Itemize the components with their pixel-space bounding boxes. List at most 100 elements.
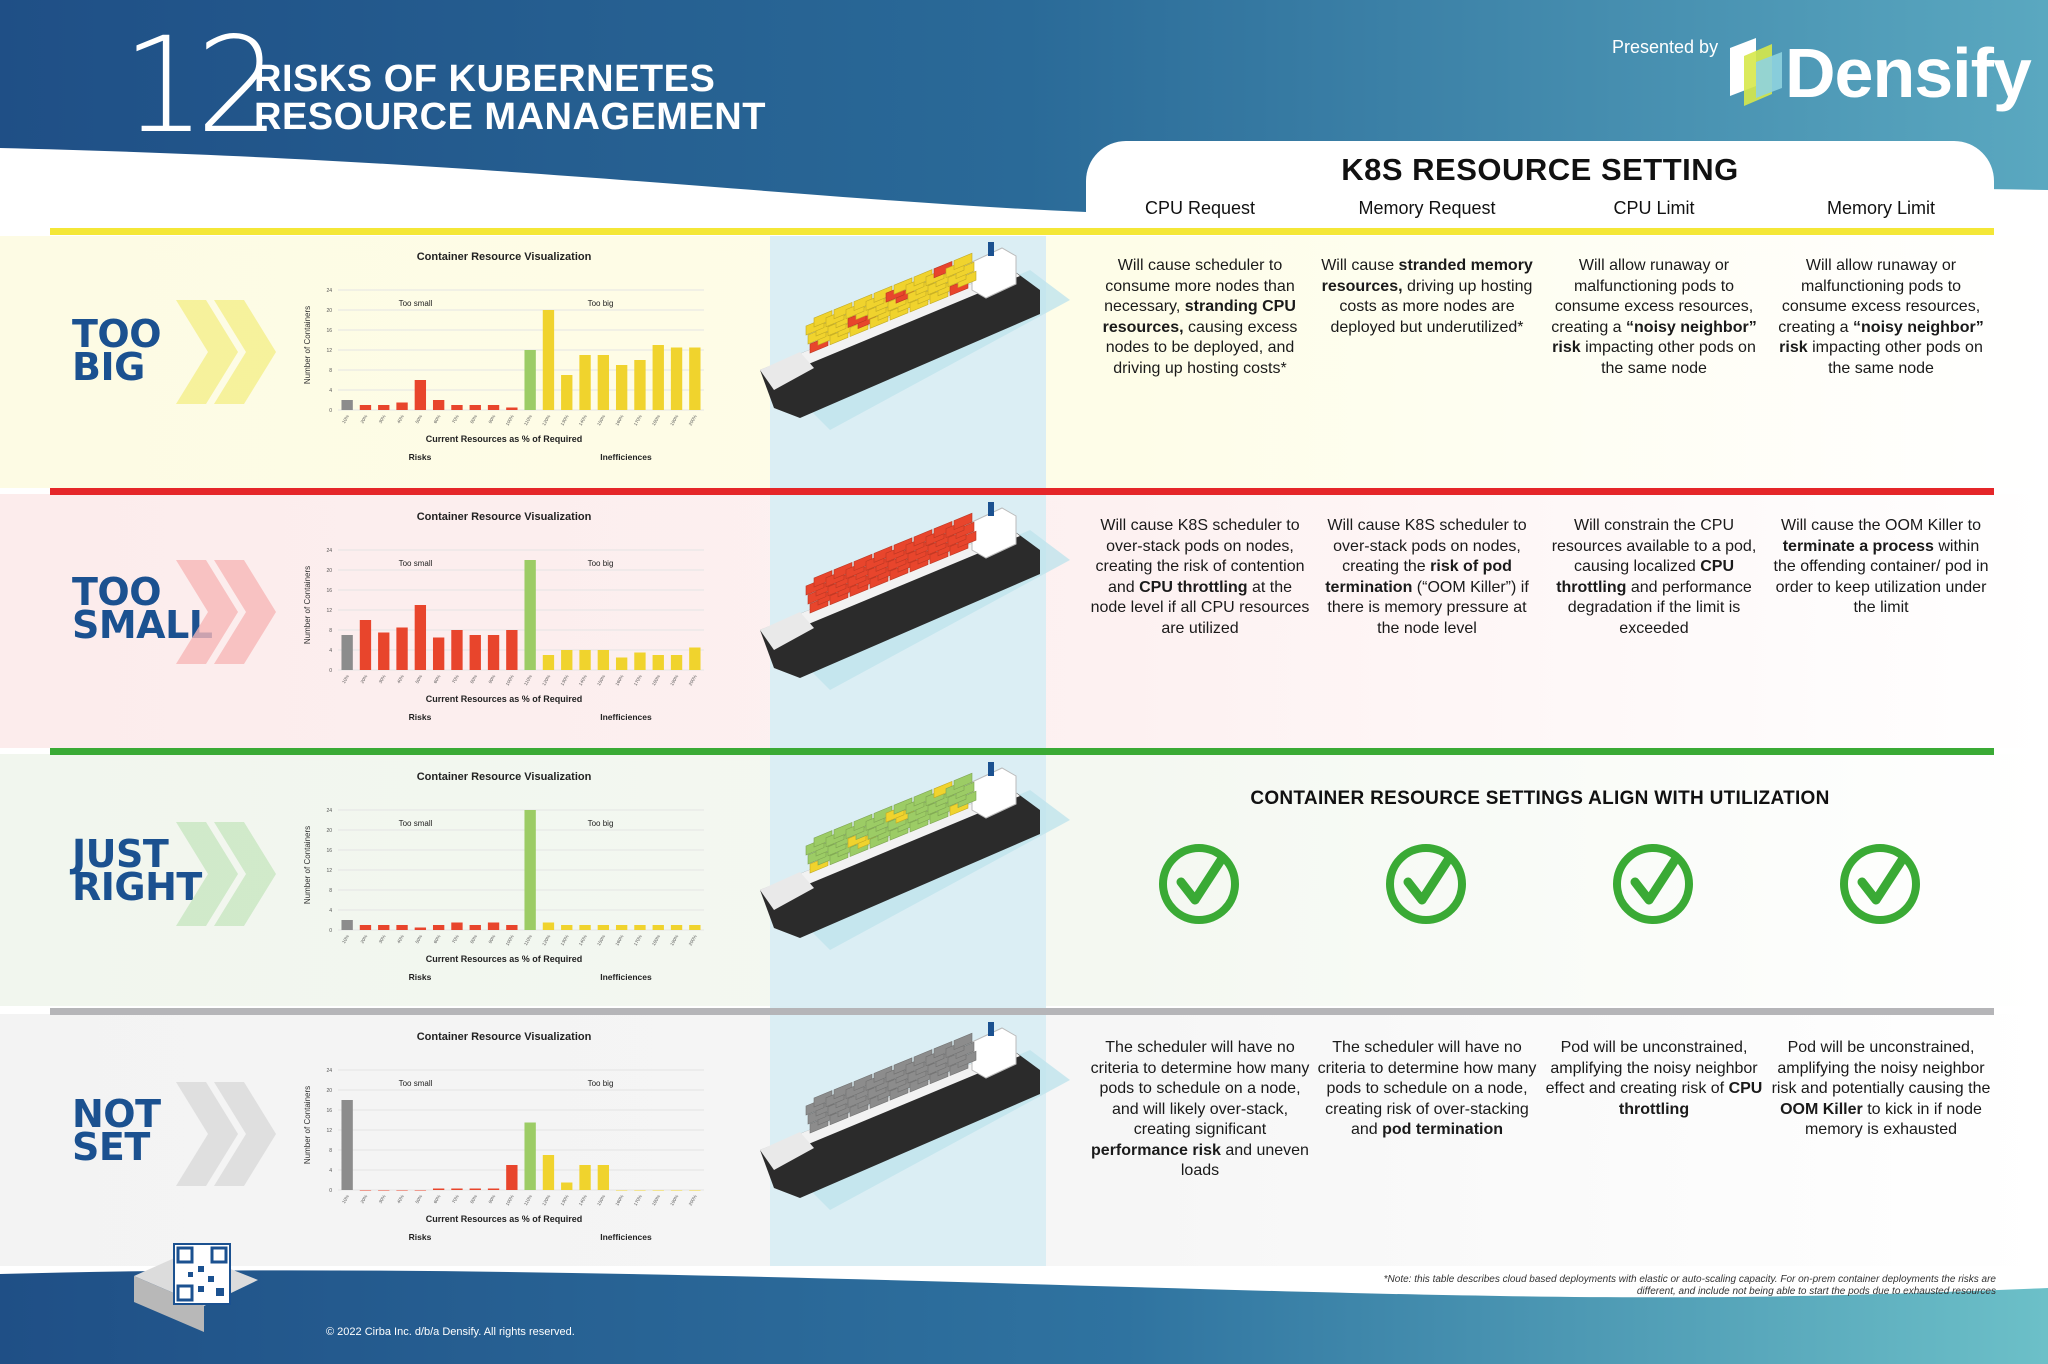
cell-too-small-cpu-limit: Will constrain the CPU resources availab… (1551, 517, 1757, 637)
chart-bar (634, 652, 646, 670)
column-header-cpu-limit: CPU Limit (1613, 198, 1695, 218)
chart-bar (542, 310, 555, 410)
chart-bar (469, 405, 481, 410)
chart-bar (432, 925, 445, 930)
chart-bar (579, 925, 591, 930)
ship-hull (760, 1048, 1040, 1198)
x-tick-label: 200% (688, 1194, 698, 1206)
column-header-memory-limit: Memory Limit (1826, 198, 1935, 218)
container-chart-not-set: Container Resource Visualization 0 4 8 12 16 2… (303, 1031, 704, 1242)
chart-bar (378, 405, 390, 410)
ship-bow (760, 872, 814, 910)
x-tick-label: 80% (469, 674, 478, 684)
chart-bar (615, 925, 628, 930)
ship-hull (760, 268, 1040, 418)
x-tick-label: 200% (688, 674, 698, 686)
x-tick-label: 110% (523, 674, 533, 686)
inefficiencies-label: Inefficiences (600, 712, 652, 722)
row-divider-not-set (50, 1008, 1994, 1015)
x-tick-label: 130% (560, 674, 570, 686)
chart-bar (597, 1165, 610, 1190)
inefficiencies-label: Inefficiences (600, 1232, 652, 1242)
x-tick-label: 110% (523, 414, 533, 426)
footnote-text: *Note: this table describes cloud based … (1383, 1274, 1996, 1297)
chart-bar (634, 925, 646, 930)
y-axis-label: Number of Containers (303, 306, 312, 384)
qr-code-icon[interactable] (128, 1236, 268, 1336)
x-tick-label: 180% (651, 934, 661, 946)
y-tick-label: 16 (326, 588, 332, 594)
ship-container (957, 790, 977, 809)
ship-deck-edge (760, 788, 1020, 900)
chart-bar (432, 1188, 445, 1190)
y-axis-label: Number of Containers (303, 1086, 312, 1164)
chart-bar (414, 605, 427, 670)
chart-bar (359, 405, 372, 410)
chart-bar (506, 1165, 518, 1190)
chart-bar (341, 920, 353, 930)
chevron-right-icon (176, 560, 276, 664)
chart-bar (451, 1188, 463, 1190)
x-tick-label: 180% (651, 414, 661, 426)
chart-bar (561, 925, 573, 930)
x-tick-label: 120% (541, 1194, 551, 1206)
x-axis-label: Current Resources as % of Required (426, 694, 583, 704)
x-tick-label: 60% (433, 674, 442, 684)
container-chart-just-right: Container Resource Visualization 0 4 8 12 16 2… (303, 771, 704, 982)
chart-bar (689, 1190, 701, 1191)
x-tick-label: 140% (578, 674, 588, 686)
y-tick-label: 0 (329, 408, 332, 414)
chart-bar (542, 922, 555, 930)
y-tick-label: 8 (329, 1148, 332, 1154)
chart-bar (579, 355, 591, 410)
too-small-annotation: Too small (399, 559, 433, 568)
chart-bar (670, 655, 683, 670)
chart-bar (341, 400, 353, 410)
chart-bar (652, 925, 664, 930)
chevron-right-icon (176, 822, 276, 926)
checkmark-circle-icon (1613, 844, 1693, 924)
row-divider-too-small (50, 488, 1994, 495)
chart-bar (451, 405, 463, 410)
y-tick-label: 4 (329, 1168, 332, 1174)
x-tick-label: 10% (341, 1194, 350, 1204)
cell-too-big-cpu-request: Will cause scheduler to consume more nod… (1102, 257, 1298, 377)
chart-bar (359, 1190, 372, 1191)
chart-bar (378, 632, 390, 670)
x-tick-label: 30% (378, 674, 387, 684)
y-tick-label: 24 (326, 548, 332, 554)
x-axis-label: Current Resources as % of Required (426, 434, 583, 444)
ship-container (955, 1041, 975, 1060)
too-big-annotation: Too big (588, 1079, 614, 1088)
x-tick-label: 60% (433, 414, 442, 424)
too-big-annotation: Too big (588, 819, 614, 828)
chart-bar (451, 922, 463, 930)
x-tick-label: 100% (505, 674, 515, 686)
x-tick-label: 150% (596, 674, 606, 686)
ship-bow (760, 1132, 814, 1170)
ship-container (953, 512, 973, 531)
chart-bar (432, 637, 445, 670)
x-tick-label: 50% (414, 1194, 423, 1204)
x-tick-label: 200% (688, 414, 698, 426)
chart-bar (689, 925, 701, 930)
x-tick-label: 190% (669, 414, 679, 426)
y-tick-label: 16 (326, 848, 332, 854)
chart-bar (414, 380, 427, 410)
y-tick-label: 12 (326, 608, 332, 614)
y-tick-label: 0 (329, 668, 332, 674)
x-tick-label: 80% (469, 1194, 478, 1204)
cell-not-set-cpu-request: The scheduler will have no criteria to d… (1090, 1039, 1310, 1179)
x-tick-label: 100% (505, 934, 515, 946)
x-tick-label: 190% (669, 1194, 679, 1206)
cell-too-big-cpu-limit: Will allow runaway or malfunctioning pod… (1551, 257, 1757, 377)
cell-too-small-cpu-request: Will cause K8S scheduler to over-stack p… (1090, 517, 1310, 637)
y-tick-label: 12 (326, 868, 332, 874)
ship-container (957, 530, 977, 549)
ship-mast (988, 762, 994, 776)
x-tick-label: 80% (469, 934, 478, 944)
ship-hull (760, 788, 1040, 938)
column-header-memory-request: Memory Request (1358, 198, 1496, 218)
chart-bar (652, 1190, 664, 1191)
chart-bar (615, 1190, 628, 1191)
